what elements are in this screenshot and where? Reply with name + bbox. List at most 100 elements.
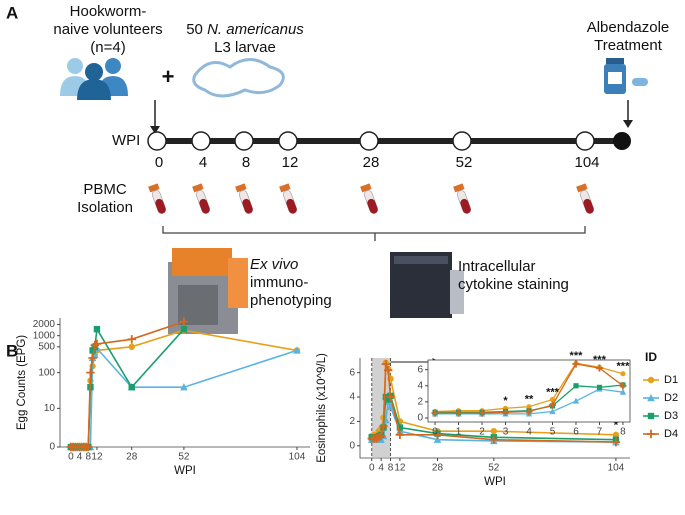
point: [611, 437, 621, 447]
tube-blood: [242, 198, 253, 214]
exvivo-line: Ex vivo: [250, 256, 298, 273]
tube-blood: [460, 198, 471, 214]
bracket: [162, 226, 586, 241]
timepoint-label: 4: [199, 154, 207, 171]
timepoint-label: 12: [282, 154, 299, 171]
point: [549, 408, 556, 415]
pbmc-line: PBMC: [83, 181, 127, 198]
point: [501, 408, 510, 416]
point: [433, 435, 442, 443]
x-tick-label: 8: [85, 452, 91, 463]
tube-cap: [235, 183, 247, 193]
point: [383, 365, 393, 375]
point: [525, 407, 533, 416]
point: [180, 325, 188, 333]
y-tick-label: 1000: [33, 330, 56, 341]
y-tick-label: 6: [417, 364, 423, 375]
analyzer-icon: [390, 252, 464, 318]
x-tick-label: 4: [77, 452, 83, 463]
y-tick-label: 6: [349, 367, 355, 378]
point: [612, 431, 620, 439]
x-tick-label: 52: [178, 452, 190, 463]
legend-label: D2: [664, 392, 678, 404]
legend-label: D3: [664, 410, 678, 422]
legend-label: D1: [664, 374, 678, 386]
y-tick-label: 0: [49, 442, 55, 453]
point: [395, 430, 405, 440]
y-axis-label: Eosinophils (x10^9/L): [316, 353, 328, 463]
significance: **: [525, 394, 534, 406]
point: [478, 409, 486, 417]
point: [573, 383, 579, 389]
larvae-count: 50: [186, 21, 207, 38]
ics-line: Intracellular: [458, 258, 536, 275]
timepoint: [147, 131, 167, 151]
treatment-line: Albendazole: [587, 19, 670, 36]
timepoint: [234, 131, 254, 151]
significance: ***: [546, 386, 560, 398]
tube-icon: [235, 183, 254, 214]
x-tick-label: 104: [608, 463, 625, 474]
x-tick-label: 2: [479, 427, 485, 438]
x-tick-label: 3: [503, 427, 509, 438]
x-tick-label: 8: [388, 463, 394, 474]
point: [84, 442, 93, 452]
y-axis-label: Egg Counts (EPG): [16, 335, 28, 430]
point: [86, 368, 95, 377]
timepoint-label: 52: [456, 154, 473, 171]
tube-icon: [192, 183, 211, 214]
tube-icon: [148, 183, 167, 214]
tube-blood: [583, 198, 594, 214]
point: [127, 335, 136, 344]
point: [381, 359, 391, 369]
tube-cap: [148, 183, 160, 193]
x-tick-label: 1: [456, 427, 462, 438]
significance: *: [614, 418, 619, 432]
point: [620, 371, 626, 377]
legend-title: ID: [645, 350, 657, 364]
point: [379, 422, 388, 431]
tube-icon: [279, 183, 298, 214]
panel-label: B: [6, 341, 18, 360]
point: [490, 427, 498, 435]
exvivo-line: immuno-: [250, 274, 308, 291]
legend-marker: [647, 376, 655, 384]
x-tick-label: 4: [526, 427, 532, 438]
arrow-head: [150, 126, 160, 134]
x-tick-label: 0: [369, 463, 375, 474]
larvae-line: L3 larvae: [214, 39, 276, 56]
y-tick-label: 2: [417, 397, 423, 408]
x-tick-label: 8: [620, 427, 626, 438]
significance: ***: [570, 350, 584, 362]
pill-icon: [604, 58, 648, 94]
x-axis-label: WPI: [484, 476, 506, 488]
point: [386, 402, 395, 410]
point: [384, 396, 392, 403]
point: [180, 383, 188, 391]
tube-icon: [360, 183, 379, 214]
volunteers-line: Hookworm-: [70, 3, 147, 20]
y-tick-label: 100: [38, 367, 55, 378]
tube-icon: [453, 183, 472, 214]
point: [526, 404, 532, 410]
ics-line: cytokine staining: [458, 276, 569, 293]
point: [89, 347, 96, 354]
significance: ***: [593, 354, 607, 366]
x-tick-label: 7: [597, 427, 603, 438]
tube-cap: [453, 183, 465, 193]
point: [549, 396, 556, 403]
timeline-label: WPI: [112, 132, 140, 149]
y-tick-label: 0: [417, 413, 423, 424]
point: [548, 401, 557, 409]
arrow-head: [623, 120, 633, 128]
x-tick-label: 4: [378, 463, 384, 474]
x-tick-label: 0: [432, 427, 438, 438]
point: [454, 409, 463, 417]
x-tick-label: 0: [68, 452, 74, 463]
y-tick-label: 0: [349, 440, 355, 451]
tube-cap: [576, 183, 588, 193]
larvae-icon: [192, 58, 285, 98]
point: [431, 409, 439, 417]
y-tick-label: 2: [349, 416, 355, 427]
